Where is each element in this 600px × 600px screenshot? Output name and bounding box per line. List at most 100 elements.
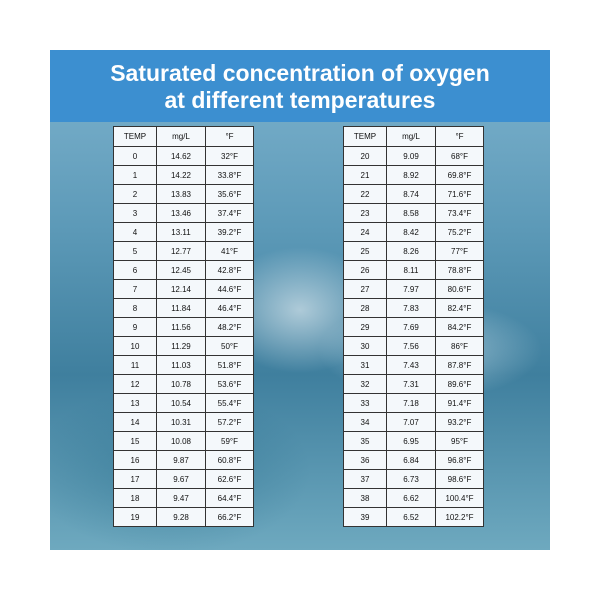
table-row: 16 9.87 60.8°F [113, 450, 254, 470]
table-row: 18 9.47 64.4°F [113, 488, 254, 508]
table-cell: 9.09 [386, 146, 436, 166]
table-cell: 95°F [435, 431, 484, 451]
table-cell: 8 [113, 298, 157, 318]
table-cell: 37.4°F [205, 203, 254, 223]
table-cell: 7.56 [386, 336, 436, 356]
header-cell: TEMP [113, 126, 157, 147]
table-cell: 39 [343, 507, 387, 527]
table-cell: 6.95 [386, 431, 436, 451]
table-cell: 11.56 [156, 317, 206, 337]
table-row: 26 8.11 78.8°F [343, 260, 484, 280]
table-cell: 3 [113, 203, 157, 223]
table-cell: 10 [113, 336, 157, 356]
table-cell: 102.2°F [435, 507, 484, 527]
table-row: 35 6.95 95°F [343, 431, 484, 451]
table-cell: 8.42 [386, 222, 436, 242]
table-cell: 12.14 [156, 279, 206, 299]
table-cell: 87.8°F [435, 355, 484, 375]
table-cell: 26 [343, 260, 387, 280]
table-row: 32 7.31 89.6°F [343, 374, 484, 394]
table-row: 27 7.97 80.6°F [343, 279, 484, 299]
table-cell: 84.2°F [435, 317, 484, 337]
table-row: 7 12.14 44.6°F [113, 279, 254, 299]
table-cell: 14 [113, 412, 157, 432]
table-cell: 64.4°F [205, 488, 254, 508]
table-cell: 13.83 [156, 184, 206, 204]
table-cell: 77°F [435, 241, 484, 261]
table-cell: 20 [343, 146, 387, 166]
title-line: Saturated concentration of oxygen [110, 60, 490, 86]
table-row: 2 13.83 35.6°F [113, 184, 254, 204]
table-cell: 23 [343, 203, 387, 223]
table-cell: 32°F [205, 146, 254, 166]
table-cell: 33.8°F [205, 165, 254, 185]
table-cell: 16 [113, 450, 157, 470]
table-cell: 13.46 [156, 203, 206, 223]
title-line: at different temperatures [164, 87, 436, 113]
table-cell: 60.8°F [205, 450, 254, 470]
table-cell: 68°F [435, 146, 484, 166]
table-cell: 34 [343, 412, 387, 432]
table-cell: 10.78 [156, 374, 206, 394]
table-cell: 8.11 [386, 260, 436, 280]
table-cell: 7.31 [386, 374, 436, 394]
table-cell: 80.6°F [435, 279, 484, 299]
table-cell: 8.74 [386, 184, 436, 204]
table-cell: 29 [343, 317, 387, 337]
table-cell: 75.2°F [435, 222, 484, 242]
table-row: 5 12.77 41°F [113, 241, 254, 261]
table-cell: 12.77 [156, 241, 206, 261]
table-row: 30 7.56 86°F [343, 336, 484, 356]
table-cell: 22 [343, 184, 387, 204]
table-row: 11 11.03 51.8°F [113, 355, 254, 375]
table-cell: 36 [343, 450, 387, 470]
table-row: 29 7.69 84.2°F [343, 317, 484, 337]
table-cell: 1 [113, 165, 157, 185]
table-cell: 71.6°F [435, 184, 484, 204]
table-row: 19 9.28 66.2°F [113, 507, 254, 527]
table-cell: 73.4°F [435, 203, 484, 223]
table-row: 33 7.18 91.4°F [343, 393, 484, 413]
table-cell: 7.43 [386, 355, 436, 375]
header-row: TEMP mg/L °F [113, 126, 254, 147]
table-cell: 14.62 [156, 146, 206, 166]
table-cell: 18 [113, 488, 157, 508]
table-row: 10 11.29 50°F [113, 336, 254, 356]
table-row: 17 9.67 62.6°F [113, 469, 254, 489]
table-cell: 32 [343, 374, 387, 394]
table-row: 13 10.54 55.4°F [113, 393, 254, 413]
table-cell: 4 [113, 222, 157, 242]
table-cell: 66.2°F [205, 507, 254, 527]
table-cell: 10.31 [156, 412, 206, 432]
table-row: 1 14.22 33.8°F [113, 165, 254, 185]
header-cell: mg/L [386, 126, 436, 147]
table-cell: 9.47 [156, 488, 206, 508]
table-cell: 6 [113, 260, 157, 280]
table-cell: 48.2°F [205, 317, 254, 337]
table-row: 9 11.56 48.2°F [113, 317, 254, 337]
table-cell: 13.11 [156, 222, 206, 242]
table-cell: 31 [343, 355, 387, 375]
table-cell: 57.2°F [205, 412, 254, 432]
table-cell: 11.03 [156, 355, 206, 375]
table-row: 39 6.52 102.2°F [343, 507, 484, 527]
table: TEMP mg/L °F 0 14.62 32°F 1 14.22 33.8°F 2 13.83 35… [113, 126, 254, 527]
table-cell: 9 [113, 317, 157, 337]
table-cell: 12 [113, 374, 157, 394]
header-cell: mg/L [156, 126, 206, 147]
table-cell: 8.26 [386, 241, 436, 261]
table-cell: 98.6°F [435, 469, 484, 489]
table-row: 8 11.84 46.4°F [113, 298, 254, 318]
table-row: 37 6.73 98.6°F [343, 469, 484, 489]
table-cell: 100.4°F [435, 488, 484, 508]
table-cell: 8.58 [386, 203, 436, 223]
table-cell: 10.08 [156, 431, 206, 451]
table-cell: 27 [343, 279, 387, 299]
table-cell: 7 [113, 279, 157, 299]
table-cell: 89.6°F [435, 374, 484, 394]
table-row: 23 8.58 73.4°F [343, 203, 484, 223]
table-cell: 10.54 [156, 393, 206, 413]
table-cell: 9.87 [156, 450, 206, 470]
table-cell: 0 [113, 146, 157, 166]
table-cell: 41°F [205, 241, 254, 261]
